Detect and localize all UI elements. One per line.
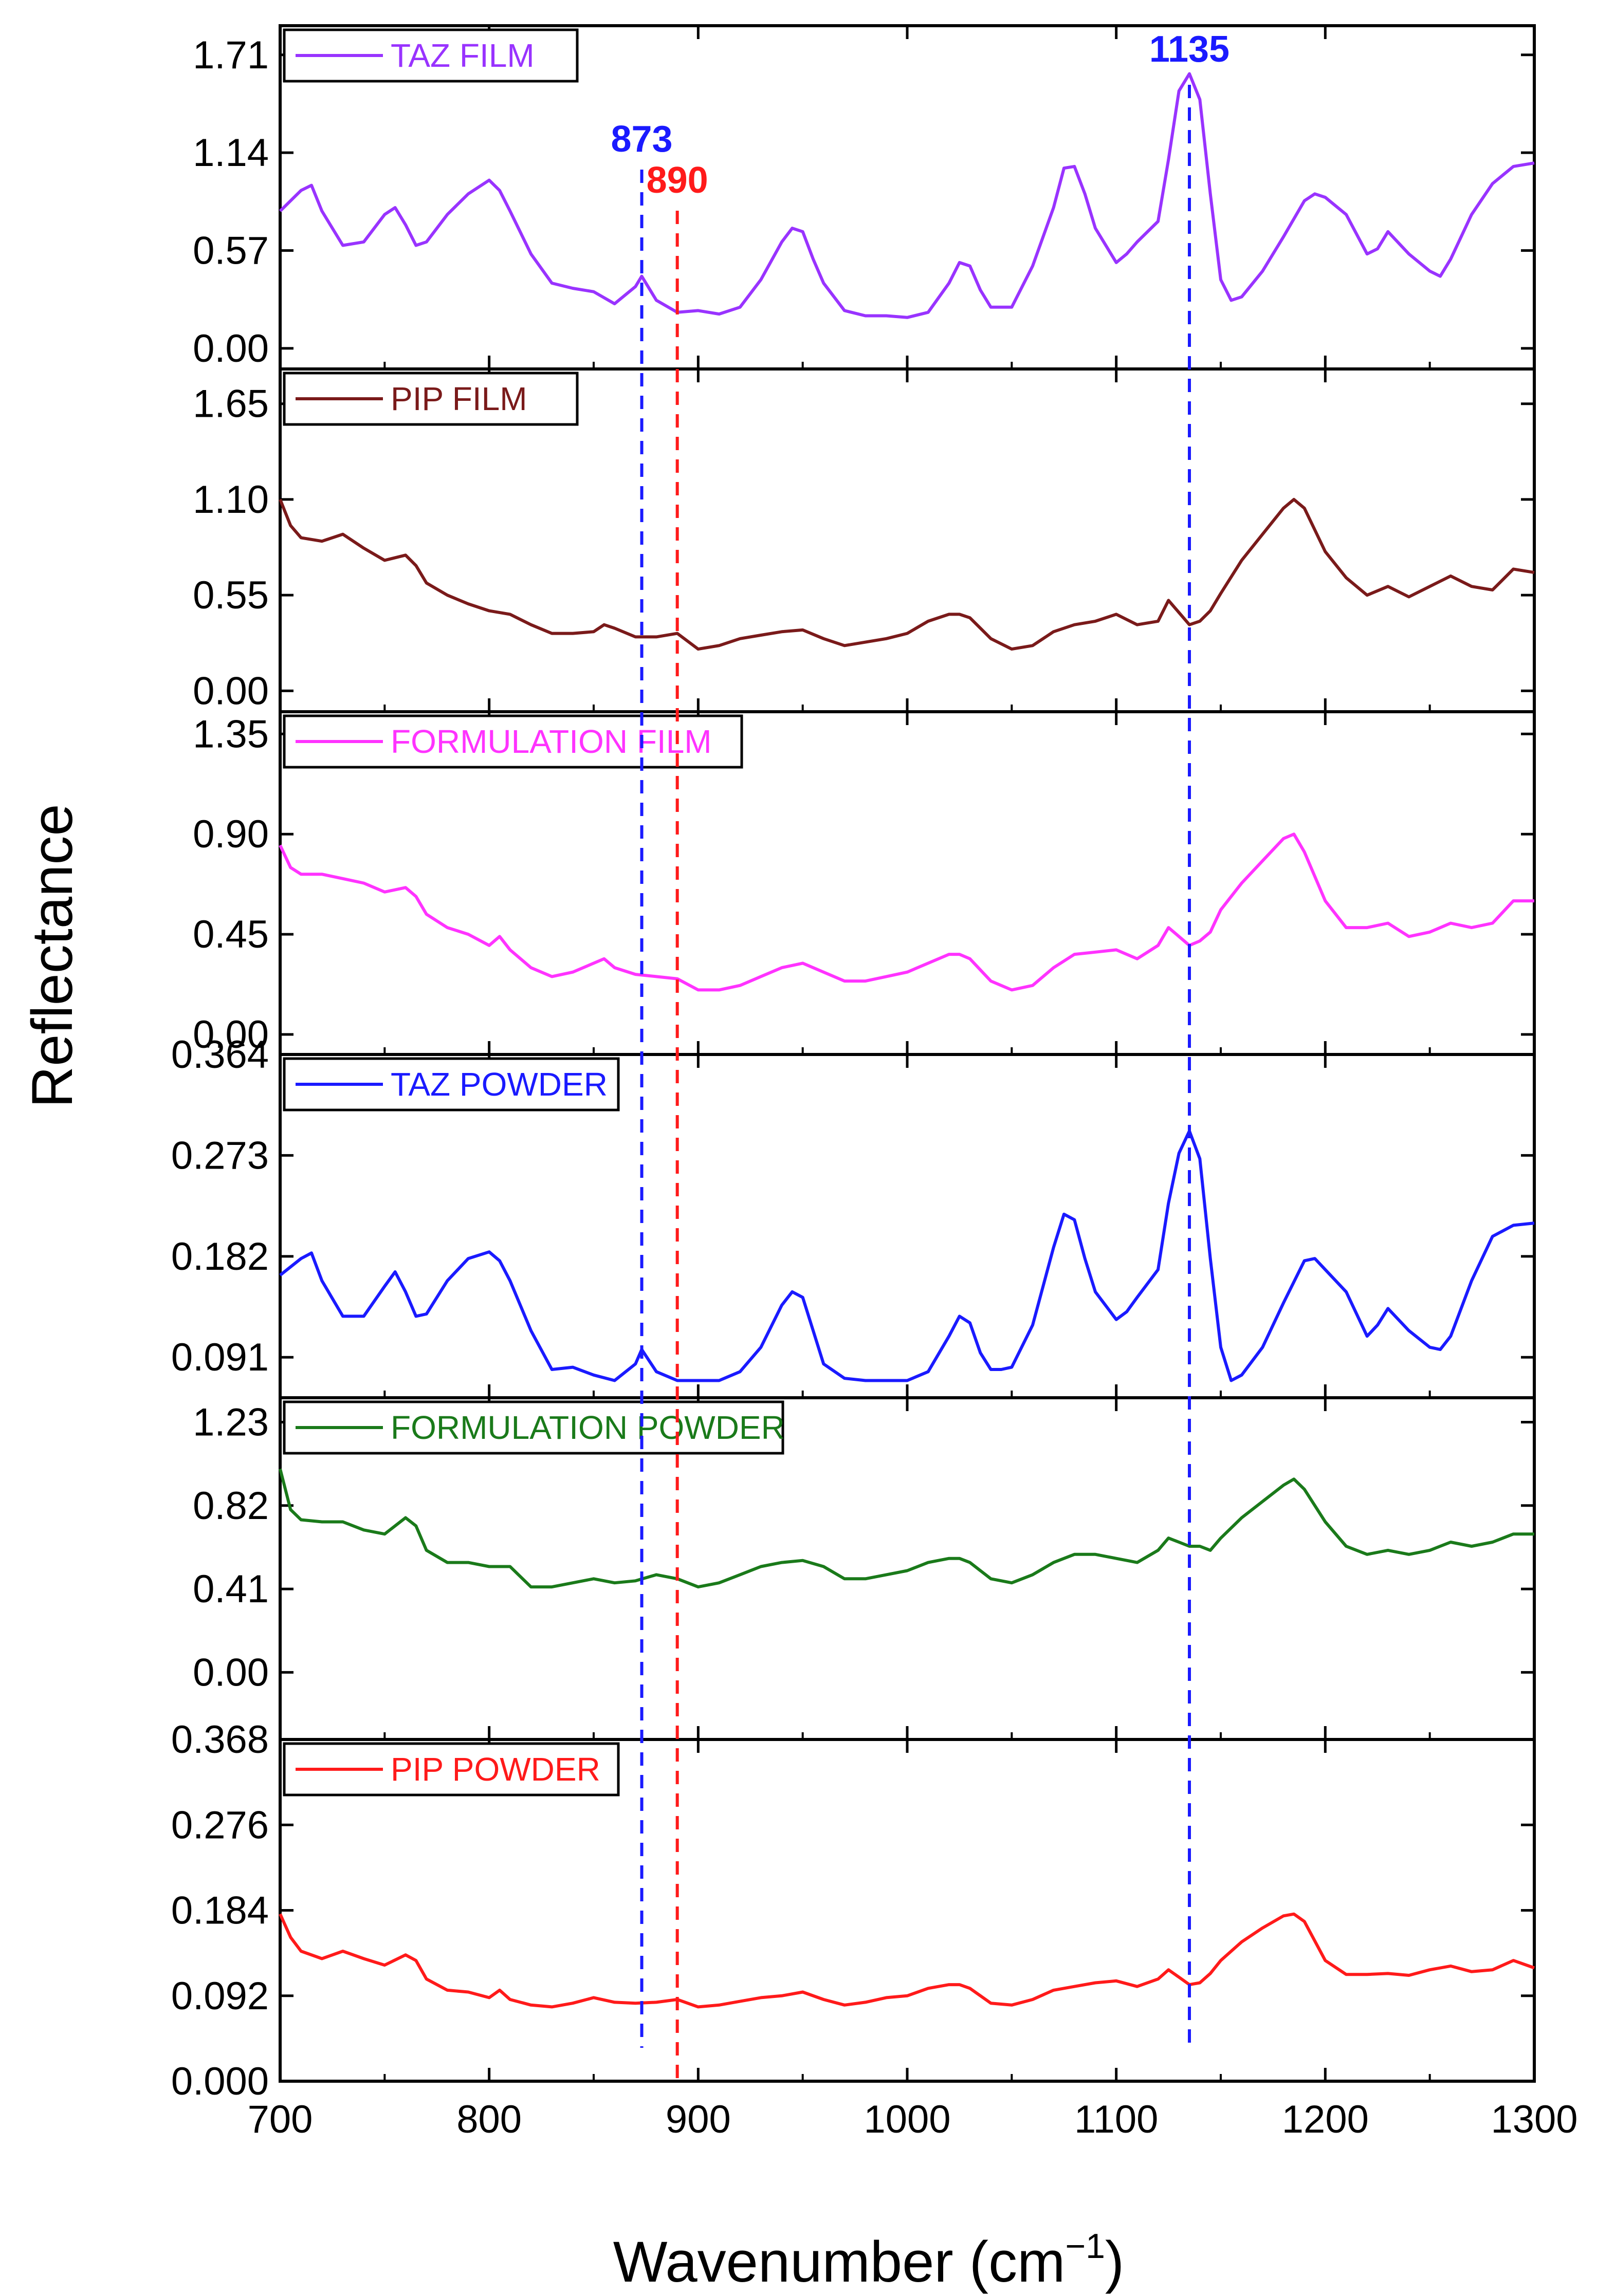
- series-line-5: [279, 1912, 1535, 2009]
- y-tick-label: 0.368: [171, 1718, 269, 1762]
- panel-2: 0.00 0.45 0.90 1.35 FORMULATION FILM: [193, 710, 1536, 1057]
- x-axis-title: Wavenumber (cm−1): [613, 2227, 1124, 2294]
- y-tick-label: 0.90: [193, 812, 269, 856]
- x-tick-label: 1000: [864, 2098, 950, 2141]
- x-tick-label: 800: [456, 2098, 522, 2141]
- x-axis-title-main: Wavenumber (cm: [613, 2230, 1066, 2294]
- legend-label: FORMULATION FILM: [391, 723, 712, 760]
- x-tick-label: 900: [666, 2098, 731, 2141]
- y-tick-label: 0.55: [193, 573, 269, 617]
- panel-3: 0.091 0.182 0.273 0.364 TAZ POWDER: [171, 1033, 1536, 1399]
- y-tick-label: 0.182: [171, 1235, 269, 1279]
- legend-label: FORMULATION POWDER: [391, 1409, 785, 1446]
- y-axis-title: Reflectance: [20, 804, 84, 1107]
- y-tick-label: 1.14: [193, 131, 269, 175]
- panel-1: 0.00 0.55 1.10 1.65 PIP FILM: [193, 367, 1536, 713]
- y-tick-label: 0.82: [193, 1484, 269, 1528]
- x-tick-label: 1100: [1074, 2098, 1158, 2141]
- panel-4: 0.00 0.41 0.82 1.23 FORMULATION POWDER: [193, 1396, 1536, 1741]
- y-tick-label: 1.35: [193, 712, 269, 756]
- y-tick-label: 1.71: [193, 33, 269, 77]
- panel-0: 0.00 0.57 1.14 1.71 TAZ FILM: [193, 24, 1536, 371]
- y-tick-label: 0.091: [171, 1336, 269, 1379]
- legend-label: TAZ POWDER: [391, 1066, 608, 1103]
- y-tick-label: 0.41: [193, 1567, 269, 1611]
- y-tick-label: 1.10: [193, 478, 269, 522]
- y-tick-label: 0.00: [193, 327, 269, 371]
- x-tick-label: 1300: [1491, 2098, 1577, 2141]
- y-tick-label: 0.092: [171, 1974, 269, 2018]
- series-line-4: [279, 1468, 1534, 1589]
- y-tick-label: 1.65: [193, 382, 269, 426]
- x-axis: 700 800 900 1000 1100 1200 1300: [248, 2098, 1578, 2141]
- reference-label-890: 890: [647, 160, 708, 201]
- y-tick-label: 0.000: [171, 2060, 269, 2103]
- reference-label-873: 873: [611, 119, 672, 160]
- y-tick-label: 0.00: [193, 1013, 269, 1057]
- series-line-2: [279, 832, 1534, 992]
- series-line-0: [279, 72, 1535, 319]
- y-tick-label: 0.276: [171, 1803, 269, 1847]
- series-line-3: [279, 1129, 1535, 1382]
- x-tick-label: 700: [248, 2098, 313, 2141]
- series-line-1: [279, 497, 1535, 651]
- y-tick-label: 0.00: [193, 1651, 269, 1694]
- y-tick-label: 0.45: [193, 913, 269, 956]
- x-axis-title-close: ): [1105, 2230, 1124, 2294]
- panel-5: 0.000 0.092 0.184 0.276 0.368 PIP POWDER: [171, 1718, 1536, 2103]
- x-tick-label: 1200: [1282, 2098, 1369, 2141]
- legend-label: PIP POWDER: [391, 1751, 600, 1788]
- y-tick-label: 0.00: [193, 669, 269, 713]
- y-tick-label: 0.364: [171, 1033, 269, 1077]
- y-tick-label: 0.273: [171, 1134, 269, 1177]
- y-tick-label: 1.23: [193, 1401, 269, 1445]
- x-axis-title-superscript: −1: [1065, 2227, 1105, 2266]
- legend-label: PIP FILM: [391, 380, 527, 417]
- panels-layer: 0.00 0.57 1.14 1.71 TAZ FILM 0.00 0.55 1.10 1.65…: [171, 24, 1536, 2103]
- y-tick-label: 0.57: [193, 229, 269, 273]
- legend-label: TAZ FILM: [391, 37, 535, 74]
- y-tick-label: 0.184: [171, 1889, 269, 1933]
- reference-label-1135: 1135: [1149, 29, 1229, 70]
